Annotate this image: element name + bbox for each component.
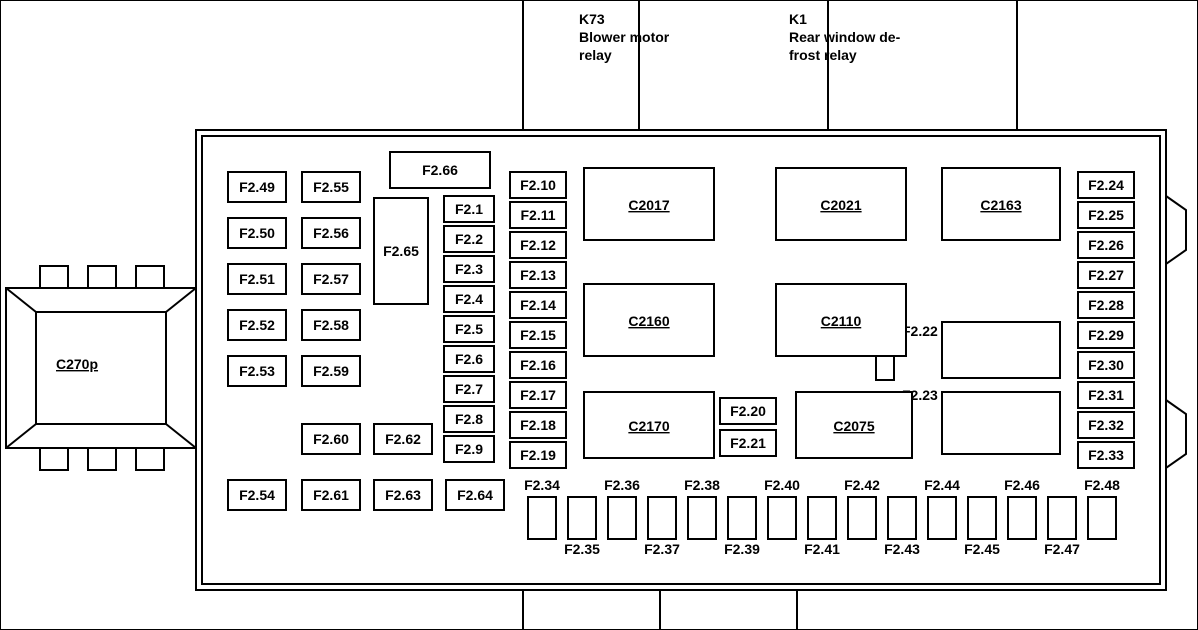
fuse-F2-22: F2.22 <box>902 323 938 339</box>
fuse-F2-36: F2.36 <box>604 477 640 493</box>
callout-K1-0: K1 <box>789 11 807 27</box>
fuse-F2-38: F2.38 <box>684 477 720 493</box>
callout-K73-0: K73 <box>579 11 605 27</box>
fuse-F2-33: F2.33 <box>1088 447 1124 463</box>
fuse-F2-39: F2.39 <box>724 541 760 557</box>
fuse-F2-1: F2.1 <box>455 201 483 217</box>
fuse-F2-32: F2.32 <box>1088 417 1124 433</box>
callout-K73-1: Blower motor <box>579 29 670 45</box>
fuse-F2-25: F2.25 <box>1088 207 1124 223</box>
fuse-F2-63: F2.63 <box>385 487 421 503</box>
fuse-F2-30: F2.30 <box>1088 357 1124 373</box>
fuse-F2-3: F2.3 <box>455 261 483 277</box>
callout-K1-2: frost relay <box>789 47 857 63</box>
fuse-F2-50: F2.50 <box>239 225 275 241</box>
fuse-F2-54: F2.54 <box>239 487 275 503</box>
fuse-F2-65: F2.65 <box>383 243 419 259</box>
fuse-F2-51: F2.51 <box>239 271 275 287</box>
connector-C2075: C2075 <box>833 418 874 434</box>
fuse-F2-56: F2.56 <box>313 225 349 241</box>
fuse-F2-28: F2.28 <box>1088 297 1124 313</box>
fuse-F2-35: F2.35 <box>564 541 600 557</box>
fuse-F2-44: F2.44 <box>924 477 960 493</box>
fuse-F2-46: F2.46 <box>1004 477 1040 493</box>
fuse-F2-6: F2.6 <box>455 351 483 367</box>
connector-C2160: C2160 <box>628 313 669 329</box>
fuse-F2-17: F2.17 <box>520 387 556 403</box>
fuse-F2-29: F2.29 <box>1088 327 1124 343</box>
connector-c270p-label: C270p <box>56 356 98 372</box>
fuse-diagram: K73 Blower motor relay K1 Rear window de-fro… <box>0 0 1198 630</box>
fuse-F2-20: F2.20 <box>730 403 766 419</box>
fuse-F2-55: F2.55 <box>313 179 349 195</box>
fuse-F2-58: F2.58 <box>313 317 349 333</box>
fuse-F2-7: F2.7 <box>455 381 483 397</box>
fuse-F2-21: F2.21 <box>730 435 766 451</box>
fuse-F2-15: F2.15 <box>520 327 556 343</box>
fuse-F2-12: F2.12 <box>520 237 556 253</box>
fuse-F2-45: F2.45 <box>964 541 1000 557</box>
connector-C2021: C2021 <box>820 197 861 213</box>
fuse-F2-40: F2.40 <box>764 477 800 493</box>
fuse-F2-4: F2.4 <box>455 291 483 307</box>
fuse-F2-62: F2.62 <box>385 431 421 447</box>
fuse-F2-49: F2.49 <box>239 179 275 195</box>
callout-K73-2: relay <box>579 47 612 63</box>
fuse-F2-42: F2.42 <box>844 477 880 493</box>
fuse-F2-24: F2.24 <box>1088 177 1124 193</box>
fuse-F2-47: F2.47 <box>1044 541 1080 557</box>
fuse-F2-10: F2.10 <box>520 177 556 193</box>
callout-K1-1: Rear window de- <box>789 29 901 45</box>
fuse-F2-61: F2.61 <box>313 487 349 503</box>
fuse-F2-48: F2.48 <box>1084 477 1120 493</box>
fuse-F2-37: F2.37 <box>644 541 680 557</box>
fuse-F2-31: F2.31 <box>1088 387 1124 403</box>
fuse-F2-60: F2.60 <box>313 431 349 447</box>
fuse-F2-66: F2.66 <box>422 162 458 178</box>
fuse-F2-53: F2.53 <box>239 363 275 379</box>
fuse-F2-57: F2.57 <box>313 271 349 287</box>
connector-C2017: C2017 <box>628 197 669 213</box>
fuse-F2-14: F2.14 <box>520 297 556 313</box>
fuse-F2-13: F2.13 <box>520 267 556 283</box>
fuse-F2-18: F2.18 <box>520 417 556 433</box>
fuse-F2-64: F2.64 <box>457 487 493 503</box>
fuse-F2-34: F2.34 <box>524 477 560 493</box>
fuse-F2-2: F2.2 <box>455 231 483 247</box>
fuse-F2-19: F2.19 <box>520 447 556 463</box>
fuse-F2-43: F2.43 <box>884 541 920 557</box>
fuse-F2-8: F2.8 <box>455 411 483 427</box>
connector-C2110: C2110 <box>821 313 862 329</box>
fuse-F2-16: F2.16 <box>520 357 556 373</box>
fuse-F2-26: F2.26 <box>1088 237 1124 253</box>
fuse-F2-41: F2.41 <box>804 541 840 557</box>
fuse-F2-5: F2.5 <box>455 321 483 337</box>
fuse-F2-52: F2.52 <box>239 317 275 333</box>
fuse-F2-27: F2.27 <box>1088 267 1124 283</box>
fuse-F2-59: F2.59 <box>313 363 349 379</box>
connector-C2163: C2163 <box>980 197 1021 213</box>
fuse-F2-9: F2.9 <box>455 441 483 457</box>
connector-C2170: C2170 <box>628 418 669 434</box>
fuse-F2-11: F2.11 <box>520 207 555 223</box>
